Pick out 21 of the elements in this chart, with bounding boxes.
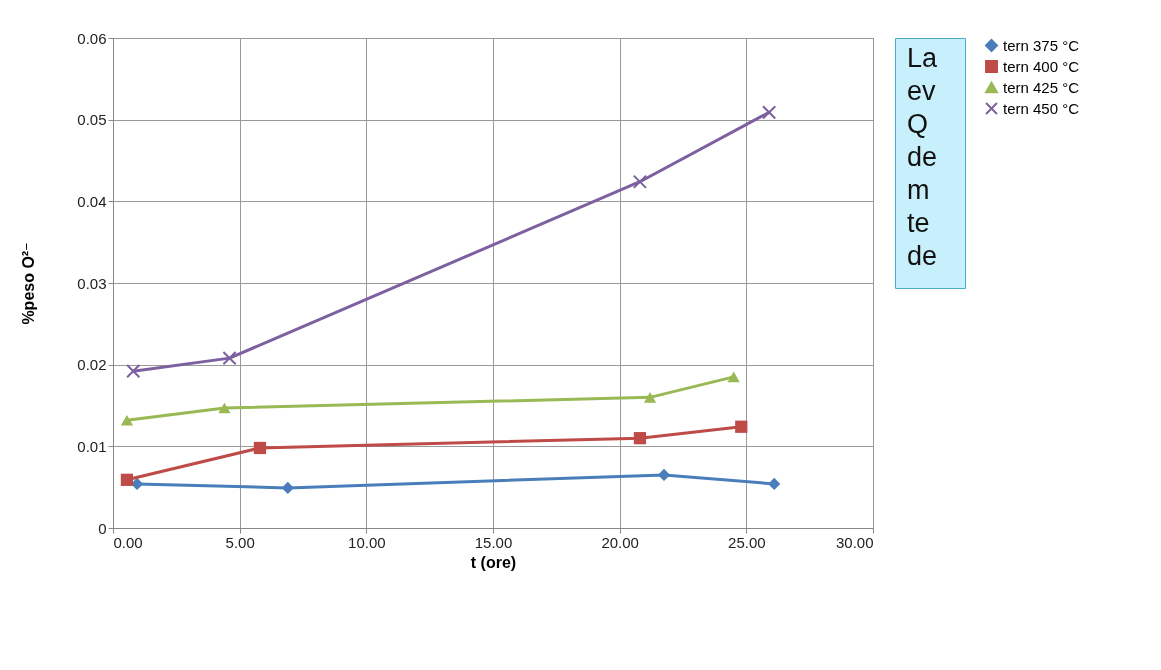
y-tick-label: 0.01 [77, 437, 107, 455]
legend-label: tern 425 °C [1003, 78, 1080, 96]
y-tick-label: 0.06 [77, 29, 107, 47]
y-tick-label: 0.03 [77, 274, 107, 292]
y-tick-label: 0.05 [77, 111, 107, 129]
x-tick-label: 10.00 [348, 533, 386, 551]
legend-label: tern 400 °C [1003, 57, 1080, 75]
x-tick-label: 25.00 [728, 533, 766, 551]
y-tick-label: 0 [98, 519, 107, 537]
legend-label: tern 450 °C [1003, 99, 1080, 117]
x-tick-label: 15.00 [474, 533, 513, 551]
y-tick-label: 0.02 [77, 356, 107, 374]
x-axis-title: t (ore) [470, 553, 517, 571]
x-tick-label: 20.00 [601, 533, 639, 551]
x-tick-label: 0.00 [113, 533, 143, 551]
text: La ev Q de m te de [907, 43, 939, 271]
y-axis-title: %peso O²⁻ [20, 242, 38, 325]
y-tick-label: 0.04 [77, 192, 107, 210]
x-tick-label: 5.00 [225, 533, 255, 551]
x-tick-label: 30.00 [835, 533, 874, 551]
legend-label: tern 375 °C [1003, 36, 1080, 54]
